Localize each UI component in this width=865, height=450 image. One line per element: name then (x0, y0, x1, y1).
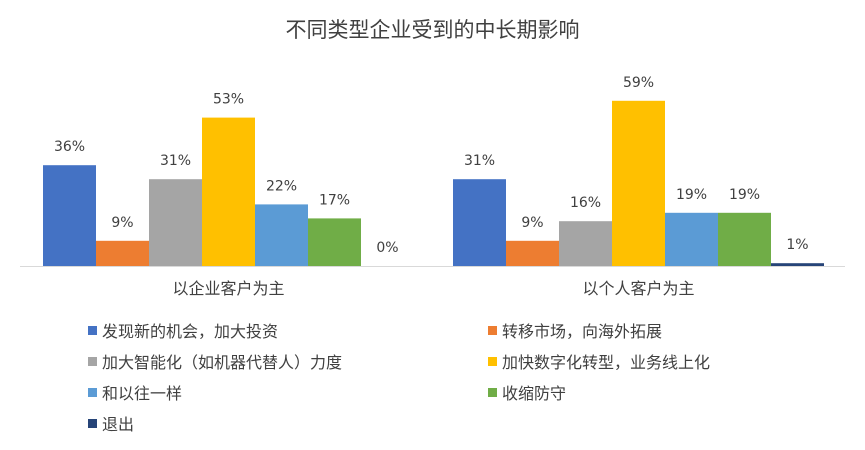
legend-item: 加大智能化（如机器代替人）力度 (88, 349, 488, 373)
data-label: 31% (464, 153, 495, 169)
category-tick-label: 以个人客户为主 (582, 279, 694, 298)
legend-swatch (88, 325, 97, 335)
bar (149, 179, 202, 266)
bar (453, 179, 506, 266)
data-label: 0% (376, 240, 398, 256)
data-label: 16% (570, 195, 601, 211)
legend-item: 发现新的机会，加大投资 (88, 318, 488, 342)
legend-label: 加大智能化（如机器代替人）力度 (102, 353, 343, 372)
legend-swatch (88, 387, 97, 397)
bar (308, 218, 361, 266)
data-label: 19% (676, 187, 707, 203)
legend-item: 退出 (88, 411, 488, 435)
legend-item: 加快数字化转型，业务线上化 (488, 349, 808, 373)
legend-label: 收缩防守 (502, 384, 567, 403)
legend-swatch (88, 356, 97, 366)
legend-label: 加快数字化转型，业务线上化 (502, 353, 711, 372)
data-label: 36% (54, 139, 85, 155)
data-label: 1% (786, 237, 808, 253)
legend-label: 发现新的机会，加大投资 (102, 322, 279, 341)
bar (43, 165, 96, 266)
legend-label: 退出 (102, 415, 135, 434)
legend-item: 转移市场，向海外拓展 (488, 318, 808, 342)
bar (612, 100, 665, 266)
legend-item: 收缩防守 (488, 380, 808, 404)
legend-swatch (488, 356, 497, 366)
legend-item: 和以往一样 (88, 380, 488, 404)
legend-swatch (488, 325, 497, 335)
bar (255, 204, 308, 266)
category-tick-label: 以企业客户为主 (172, 279, 284, 298)
data-label: 31% (160, 153, 191, 169)
data-label: 59% (623, 75, 654, 91)
legend-swatch (88, 418, 97, 428)
bar (96, 240, 149, 266)
legend-label: 和以往一样 (102, 384, 183, 403)
legend-swatch (488, 387, 497, 397)
data-label: 53% (213, 92, 244, 108)
data-label: 9% (111, 215, 133, 231)
data-label: 22% (266, 178, 297, 194)
chart-legend: 发现新的机会，加大投资 转移市场，向海外拓展加大智能化（如机器代替人）力度 加快数字… (88, 318, 808, 435)
data-label: 9% (521, 215, 543, 231)
data-label: 19% (729, 187, 760, 203)
bar (718, 212, 771, 266)
bar (771, 263, 824, 266)
bar (506, 240, 559, 266)
legend-label: 转移市场，向海外拓展 (502, 322, 663, 341)
chart-title: 不同类型企业受到的中长期影响 (285, 18, 580, 42)
bar-chart-plot: 36% 31% 9% 9% 31% 16% 53% 59% 22% 19% 17% 19% 0% 1% 以企… (20, 75, 845, 298)
bar (559, 221, 612, 266)
data-label: 17% (319, 192, 350, 208)
bar (202, 117, 255, 266)
bar (665, 212, 718, 266)
